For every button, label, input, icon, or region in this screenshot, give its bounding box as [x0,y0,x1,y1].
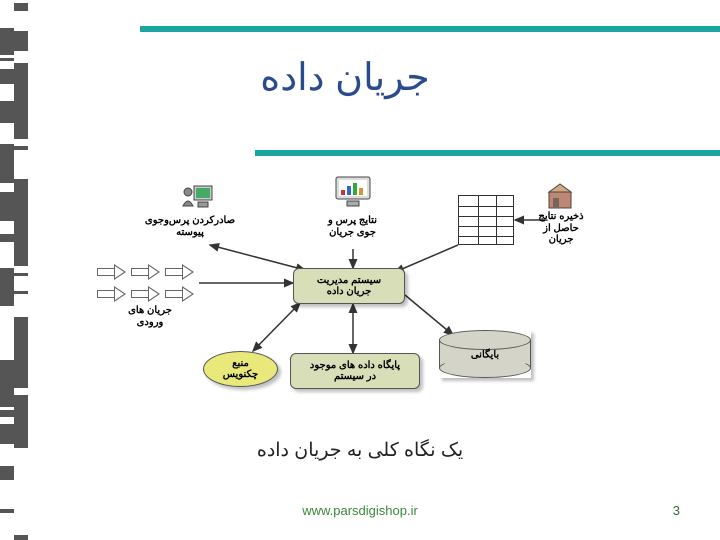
node-scratch-source: منبعچکنویس [203,351,278,387]
input-stream-arrow-icon [131,287,161,301]
monitor-chart-icon [333,175,373,209]
diagram-caption: یک نگاه کلی به جریان داده [0,439,720,462]
label-stream-results: نتایج پرس وجوی جریان [310,215,395,238]
input-stream-arrow-icon [97,265,127,279]
user-terminal-icon [180,184,216,212]
page-number: 3 [673,503,680,518]
input-stream-arrow-icon [165,287,195,301]
label-store-results: ذخیره نتایجحاصل ازجریان [525,211,597,246]
node-archive-label: بایگانی [439,350,531,361]
label-user-query: صادرکردن پرس‌وجویپیوسته [135,215,245,238]
accent-bar-top [140,26,720,32]
storage-icon [545,182,575,212]
input-stream-arrow-icon [165,265,195,279]
flow-diagram: صادرکردن پرس‌وجویپیوسته نتایج پرس وجوی ج… [95,175,625,435]
input-stream-arrow-icon [97,287,127,301]
accent-bar-bottom [255,150,720,156]
footer-url: www.parsdigishop.ir [0,503,720,518]
results-grid-icon [458,195,514,245]
node-stream-mgmt-system: سیستم مدیریتجریان داده [293,268,405,304]
node-existing-databases: پایگاه داده های موجوددر سیستم [290,353,420,389]
page-title: جریان داده [0,55,690,100]
node-archive: بایگانی [439,330,531,378]
input-stream-arrow-icon [131,265,161,279]
label-input-streams: جریان هایورودی [115,305,185,328]
